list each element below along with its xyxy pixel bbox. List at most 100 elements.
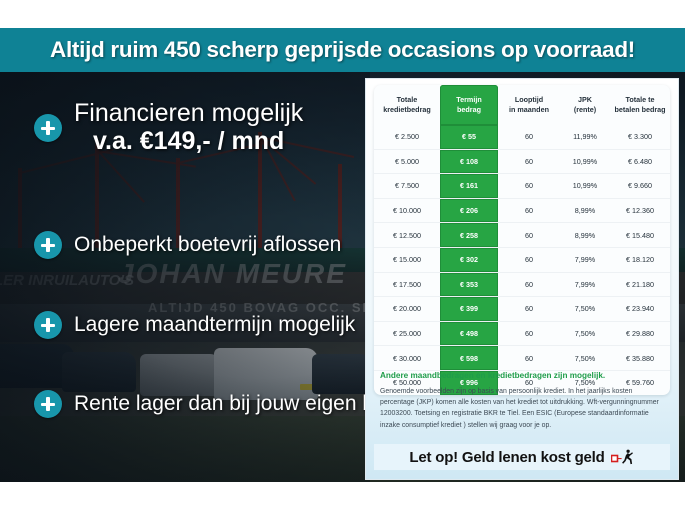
cell-duration: 60 [498, 271, 560, 297]
credit-warning-text: Let op! Geld lenen kost geld [409, 448, 605, 466]
cell-duration: 60 [498, 197, 560, 223]
cell-installment: € 996 [440, 369, 498, 395]
cell-duration: 60 [498, 246, 560, 273]
cell-apr: 10,99% [560, 148, 610, 174]
cell-duration: 60 [498, 345, 560, 371]
cell-total-payable: € 29.880 [610, 320, 670, 346]
cell-credit-amount: € 17.500 [374, 271, 440, 297]
plus-icon [34, 231, 62, 259]
cell-duration: 60 [498, 320, 560, 346]
disclaimer-heading: Andere maandbedragen en kredietbedragen … [380, 371, 606, 380]
financing-table-body: € 2.500 € 55 60 11,99% € 3.300 € 5.000 € 108 60… [374, 125, 670, 395]
table-row: € 20.000 € 399 60 7,50% € 23.940 [374, 296, 670, 322]
benefit-label: Rente lager dan bij jouw eigen bank [74, 392, 408, 415]
benefit-item-penalty-free: Onbeperkt boetevrij aflossen [34, 231, 341, 259]
cell-duration: 60 [498, 148, 560, 174]
cell-total-payable: € 59.760 [610, 369, 670, 395]
cell-duration: 60 [498, 173, 560, 199]
column-header-total-payable: Totale te betalen bedrag [614, 95, 666, 114]
cell-duration: 60 [525, 132, 533, 142]
cell-apr: 7,99% [560, 271, 610, 297]
table-row: € 12.500 € 258 60 8,99% € 15.480 [374, 222, 670, 248]
cell-duration: 60 [498, 296, 560, 322]
headline-text: Altijd ruim 450 scherp geprijsde occasio… [50, 37, 635, 62]
cell-total-payable: € 3.300 [628, 132, 652, 142]
table-header-row: Totale kredietbedrag Termijn bedrag Loop… [374, 85, 670, 125]
column-header-duration: Looptijd in maanden [509, 95, 549, 114]
cell-installment: € 399 [440, 296, 498, 322]
cell-credit-amount: € 30.000 [374, 345, 440, 371]
cell-credit-amount: € 10.000 [374, 197, 440, 223]
cell-duration: 60 [498, 222, 560, 248]
cell-installment: € 161 [440, 173, 498, 199]
cell-installment: € 55 [440, 125, 498, 150]
cell-credit-amount: € 2.500 [395, 132, 419, 142]
cell-duration: 60 [498, 369, 560, 395]
column-header-credit-amount: Totale kredietbedrag [383, 95, 431, 114]
table-row: € 2.500 € 55 60 11,99% € 3.300 [374, 125, 670, 150]
benefit-label: Onbeperkt boetevrij aflossen [74, 233, 342, 256]
cell-installment: € 353 [440, 271, 498, 297]
cell-installment: € 498 [440, 320, 498, 346]
cell-installment: € 258 [440, 222, 498, 248]
cell-credit-amount: € 50.000 [374, 369, 440, 395]
cell-apr: 7,50% [560, 296, 610, 322]
cell-total-payable: € 6.480 [610, 148, 670, 174]
table-row: € 17.500 € 353 60 7,99% € 21.180 [374, 271, 670, 297]
cell-apr: 11,99% [573, 132, 597, 142]
benefit-label: Lagere maandtermijn mogelijk [74, 313, 356, 336]
cell-total-payable: € 15.480 [610, 222, 670, 248]
table-row: € 25.000 € 498 60 7,50% € 29.880 [374, 320, 670, 346]
cell-total-payable: € 23.940 [610, 296, 670, 322]
cell-apr: 7,50% [560, 369, 610, 395]
cell-total-payable: € 21.180 [610, 271, 670, 297]
cell-apr: 7,50% [560, 345, 610, 371]
cell-installment: € 108 [440, 148, 498, 174]
cell-apr: 7,99% [560, 246, 610, 273]
cell-credit-amount: € 7.500 [374, 173, 440, 199]
cell-total-payable: € 18.120 [610, 246, 670, 273]
cell-total-payable: € 35.880 [610, 345, 670, 371]
cell-installment: € 302 [440, 246, 498, 273]
plus-icon [34, 311, 62, 339]
benefit-item-lower-rate: Rente lager dan bij jouw eigen bank [34, 390, 408, 418]
cell-credit-amount: € 20.000 [374, 296, 440, 322]
cell-apr: 8,99% [560, 197, 610, 223]
cell-installment: € 598 [440, 345, 498, 371]
financing-panel: Totale kredietbedrag Termijn bedrag Loop… [365, 78, 679, 480]
benefit-item-lower-installment: Lagere maandtermijn mogelijk [34, 311, 355, 339]
bottom-whitespace [0, 482, 685, 513]
disclaimer-block: Andere maandbedragen en kredietbedragen … [380, 371, 662, 431]
table-row: € 7.500 € 161 60 10,99% € 9.660 [374, 173, 670, 199]
cell-credit-amount: € 12.500 [374, 222, 440, 248]
cell-installment: € 206 [440, 197, 498, 223]
financing-table: Totale kredietbedrag Termijn bedrag Loop… [374, 85, 670, 395]
table-row: € 10.000 € 206 60 8,99% € 12.360 [374, 197, 670, 223]
table-row: € 5.000 € 108 60 10,99% € 6.480 [374, 148, 670, 174]
headline-banner: Altijd ruim 450 scherp geprijsde occasio… [0, 28, 685, 72]
column-header-installment: Termijn bedrag [440, 85, 498, 125]
credit-warning: Let op! Geld lenen kost geld [374, 444, 670, 470]
benefits-list: Financieren mogelijk v.a. €149,- / mnd O… [0, 72, 408, 482]
afm-running-man-icon [610, 449, 635, 465]
benefit-label-line2: v.a. €149,- / mnd [92, 127, 285, 155]
cell-credit-amount: € 15.000 [374, 246, 440, 273]
cell-total-payable: € 9.660 [610, 173, 670, 199]
cell-apr: 10,99% [560, 173, 610, 199]
benefit-item-financing: Financieren mogelijk v.a. €149,- / mnd [34, 100, 303, 157]
cell-apr: 7,50% [560, 320, 610, 346]
disclaimer-body: Genoemde voorbeelden zijn op basis van p… [380, 388, 659, 429]
financing-table-card: Totale kredietbedrag Termijn bedrag Loop… [374, 85, 670, 395]
benefit-label-line1: Financieren mogelijk [74, 99, 304, 127]
cell-apr: 8,99% [560, 222, 610, 248]
cell-credit-amount: € 25.000 [374, 320, 440, 346]
table-row: € 50.000 € 996 60 7,50% € 59.760 [374, 369, 670, 395]
cell-total-payable: € 12.360 [610, 197, 670, 223]
table-row: € 30.000 € 598 60 7,50% € 35.880 [374, 345, 670, 371]
table-row: € 15.000 € 302 60 7,99% € 18.120 [374, 246, 670, 273]
plus-icon [34, 390, 62, 418]
column-header-apr: JPK (rente) [573, 95, 597, 114]
plus-icon [34, 114, 62, 143]
cell-credit-amount: € 5.000 [374, 148, 440, 174]
